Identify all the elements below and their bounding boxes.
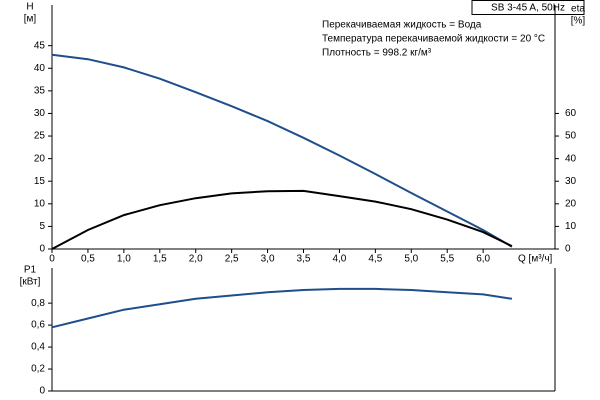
x-tick-label: 1,0 — [117, 254, 131, 265]
y-tick-label: 30 — [34, 108, 46, 119]
annotation: Перекачиваемая жидкость = Вода — [322, 20, 482, 31]
y-tick-label: 0,4 — [31, 342, 45, 353]
y-tick-label: 20 — [34, 153, 46, 164]
y-tick-label: 0,8 — [31, 298, 45, 309]
title-box — [471, 0, 585, 15]
x-tick-label: 5,0 — [404, 254, 418, 265]
y2-tick-label: 0 — [565, 244, 571, 255]
chart-title: SB 3-45 A, 50Hz — [491, 3, 565, 14]
y2-tick-label: 40 — [565, 153, 577, 164]
curve — [51, 287, 513, 329]
y2-tick-label: 50 — [565, 131, 577, 142]
y-tick-label: 0,6 — [31, 320, 45, 331]
y-tick-label: 15 — [34, 176, 46, 187]
y-tick-label: 40 — [34, 63, 46, 74]
x-tick-label: 0 — [49, 254, 55, 265]
curve — [51, 189, 513, 250]
y-tick-label: 0,2 — [31, 364, 45, 375]
x-tick-label: 4,5 — [368, 254, 382, 265]
y-tick-label: 10 — [34, 198, 46, 209]
y-tick-label: 45 — [34, 40, 46, 51]
y-axis-label: P1 — [24, 265, 37, 276]
x-tick-label: 3,0 — [261, 254, 275, 265]
annotation: Плотность = 998.2 кг/м³ — [322, 48, 432, 59]
x-tick-label: 4,0 — [332, 254, 346, 265]
y-axis-label: H — [26, 2, 33, 13]
x-tick-label: 5,5 — [440, 254, 454, 265]
y2-axis-label: eta — [571, 4, 585, 15]
y2-tick-label: 20 — [565, 198, 577, 209]
y-tick-label: 5 — [39, 221, 45, 232]
y-axis-label: [кВт] — [20, 277, 41, 288]
x-tick-label: 2,0 — [189, 254, 203, 265]
x-tick-label: 3,5 — [297, 254, 311, 265]
y2-tick-label: 10 — [565, 221, 577, 232]
x-tick-label: 1,5 — [153, 254, 167, 265]
x-tick-label: 0,5 — [81, 254, 95, 265]
x-tick-label: 2,5 — [225, 254, 239, 265]
y2-axis-label: [%] — [571, 16, 586, 27]
y-tick-label: 25 — [34, 131, 46, 142]
y2-tick-label: 30 — [565, 176, 577, 187]
y-axis-label: [м] — [24, 14, 37, 25]
y-tick-label: 35 — [34, 85, 46, 96]
x-axis-label: Q [м³/ч] — [518, 254, 553, 265]
annotation: Температура перекачиваемой жидкости = 20… — [322, 34, 545, 45]
y2-tick-label: 60 — [565, 108, 577, 119]
y-tick-label: 0 — [39, 386, 45, 397]
curve — [51, 53, 513, 248]
y-tick-label: 0 — [39, 244, 45, 255]
x-tick-label: 6,0 — [476, 254, 490, 265]
